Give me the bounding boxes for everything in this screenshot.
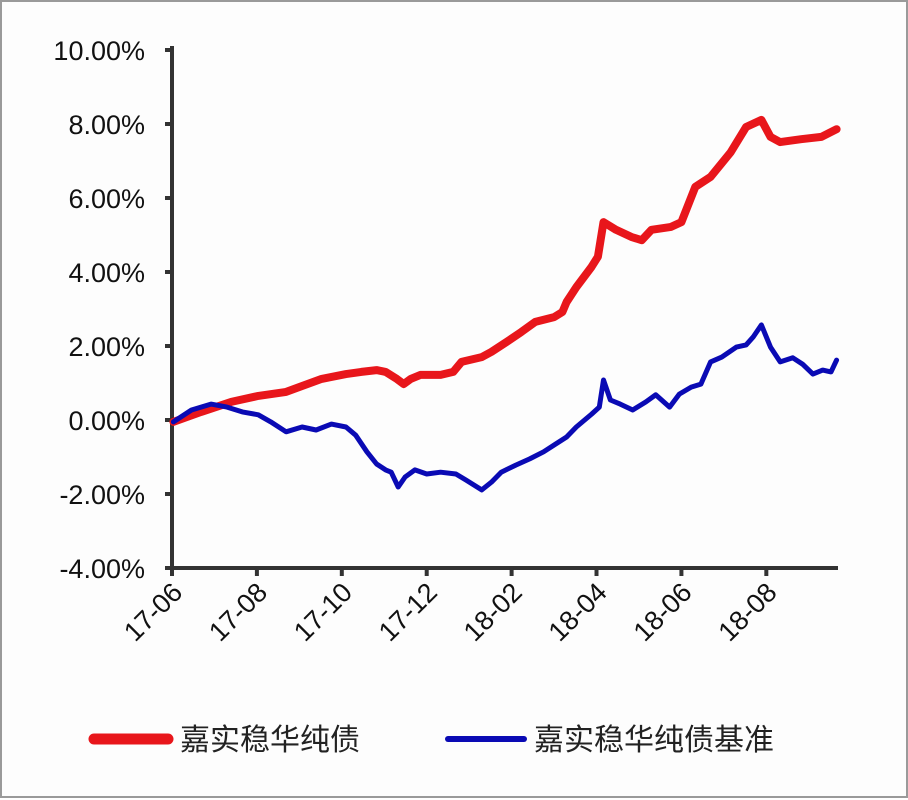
y-tick-label: 2.00% [68, 332, 145, 362]
x-tick-label: 18-04 [543, 577, 613, 647]
x-tick-label: 18-06 [628, 577, 698, 647]
x-tick-label: 17-10 [288, 577, 358, 647]
legend: 嘉实稳华纯债 嘉实稳华纯债基准 [88, 723, 774, 758]
y-tick-label: -2.00% [59, 480, 145, 510]
x-axis: 17-06 17-08 17-10 17-12 18-02 18-04 18-06 18-08 [118, 566, 838, 647]
y-tick-label: 8.00% [68, 110, 145, 140]
x-tick-label: 17-06 [118, 577, 188, 647]
y-tick-label: 4.00% [68, 258, 145, 288]
x-tick-label: 17-12 [373, 577, 443, 647]
x-tick-label: 18-08 [713, 577, 783, 647]
y-tick-label: -4.00% [59, 554, 145, 584]
y-tick-label: 0.00% [68, 406, 145, 436]
y-tick-label: 10.00% [53, 36, 145, 66]
benchmark-line [170, 322, 840, 493]
legend-label-benchmark: 嘉实稳华纯债基准 [534, 723, 774, 758]
legend-label-fund: 嘉实稳华纯债 [180, 723, 360, 758]
plot-lines [169, 115, 841, 493]
x-tick-label: 17-08 [203, 577, 273, 647]
y-axis: -4.00% -2.00% 0.00% 2.00% 4.00% 6.00% 8.00% 10.… [53, 36, 174, 584]
fund-line [169, 115, 841, 426]
y-tick-label: 6.00% [68, 184, 145, 214]
x-tick-label: 18-02 [458, 577, 528, 647]
